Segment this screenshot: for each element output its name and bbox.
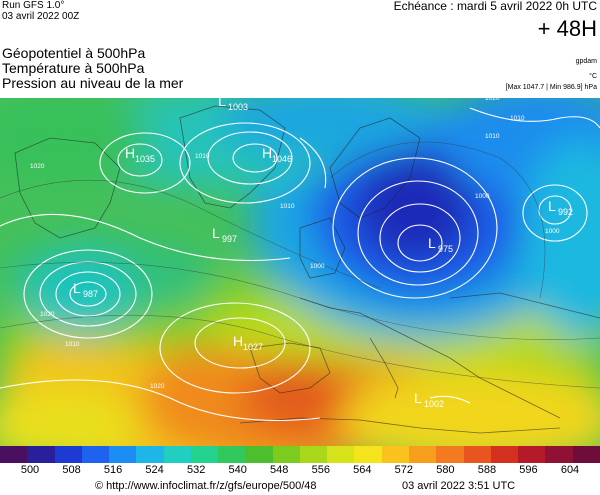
- pressure-center-letter: L: [212, 225, 220, 241]
- colorbar-swatch: [463, 446, 491, 463]
- weather-map: L 1003 H 1035 H 1046 L 997 L 987 H 1027 L 975 L 992 L 100…: [0, 98, 600, 446]
- isobar-label: 1020: [485, 98, 500, 102]
- colorbar-tick-label: 516: [103, 464, 123, 476]
- isobar-label: 1000: [310, 263, 325, 270]
- isobar-label: 1020: [150, 383, 165, 390]
- colorbar-swatch: [109, 446, 137, 463]
- isobar-label: 1020: [40, 311, 55, 318]
- colorbar-tick-label: 572: [394, 464, 414, 476]
- pressure-center-value: 975: [438, 244, 453, 254]
- colorbar: [0, 446, 600, 463]
- title-geopotential: Géopotentiel à 500hPa: [2, 45, 146, 61]
- colorbar-swatch: [81, 446, 110, 463]
- colorbar-swatch: [190, 446, 219, 463]
- run-date: 03 avril 2022 00Z: [2, 11, 80, 22]
- title-pressure: Pression au niveau de la mer: [2, 75, 184, 91]
- colorbar-tick-label: 548: [270, 464, 289, 476]
- run-label: Run GFS 1.0°: [2, 0, 65, 11]
- colorbar-swatch: [299, 446, 328, 463]
- colorbar-tick-label: 524: [145, 464, 164, 476]
- pressure-center-value: 992: [558, 207, 573, 217]
- colorbar-swatch: [245, 446, 273, 463]
- title-temperature: Température à 500hPa: [2, 60, 145, 76]
- colorbar-swatch: [163, 446, 191, 463]
- colorbar-ticks: 500 508 516 524 532 540 548 556 564 572 580 588 596 6…: [0, 463, 600, 477]
- pressure-center-letter: H: [233, 333, 243, 349]
- pressure-center-value: 997: [222, 234, 237, 244]
- colorbar-swatch: [545, 446, 573, 463]
- colorbar-tick-label: 564: [353, 464, 372, 476]
- colorbar-tick-label: 556: [311, 464, 330, 476]
- colorbar-swatch: [354, 446, 382, 463]
- colorbar-swatch: [408, 446, 437, 463]
- generated-time: 03 avril 2022 3:51 UTC: [402, 480, 516, 492]
- isobar-labels: 1020 1010 1010 1000 1000 1010 1020 1020 1010 1020…: [30, 98, 560, 390]
- colorbar-swatch: [518, 446, 546, 463]
- colorbar-swatch: [27, 446, 55, 463]
- isobar-label: 1010: [195, 153, 210, 160]
- forecast-label: Echéance : mardi 5 avril 2022 0h UTC: [393, 0, 597, 13]
- pressure-center-letter: L: [73, 280, 81, 296]
- colorbar-tick-label: 588: [477, 464, 497, 476]
- colorbar-swatch: [0, 446, 28, 463]
- isobar-label: 1020: [30, 163, 45, 170]
- isobar-label: 1010: [280, 203, 295, 210]
- pressure-center-letter: L: [414, 390, 422, 406]
- colorbar-tick-label: 604: [560, 464, 580, 476]
- unit-temperature: °C: [589, 73, 597, 80]
- colorbar-swatch: [572, 446, 600, 463]
- colorbar-swatch: [218, 446, 246, 463]
- isobar-label: 1010: [65, 341, 80, 348]
- colorbar-tick-label: 596: [519, 464, 538, 476]
- pressure-center-value: 987: [83, 289, 98, 299]
- pressure-center-letter: L: [548, 198, 556, 214]
- pressure-center-value: 1027: [243, 342, 263, 352]
- colorbar-swatch: [327, 446, 355, 463]
- isobar-label: 1010: [510, 115, 525, 122]
- isobar-label: 1010: [485, 133, 500, 140]
- colorbar-tick-label: 580: [436, 464, 455, 476]
- colorbar-tick-label: 508: [62, 464, 81, 476]
- pressure-center-letter: L: [218, 98, 226, 109]
- pressure-range: [Max 1047.7 | Min 986.9] hPa: [505, 84, 597, 91]
- pressure-center-letter: H: [125, 145, 135, 161]
- isobar-label: 1000: [545, 228, 560, 235]
- pressure-center-letter: H: [262, 145, 272, 161]
- colorbar-swatch: [436, 446, 464, 463]
- pressure-center-value: 1035: [135, 154, 155, 164]
- isobar-label: 1000: [475, 193, 490, 200]
- pressure-center-value: 1046: [272, 154, 292, 164]
- pressure-center-letter: L: [428, 235, 436, 251]
- colorbar-tick-label: 532: [186, 464, 206, 476]
- colorbar-tick-label: 540: [228, 464, 247, 476]
- contour-lines: [0, 141, 600, 389]
- colorbar-swatch: [54, 446, 82, 463]
- colorbar-swatch: [136, 446, 164, 463]
- colorbar-swatch: [490, 446, 519, 463]
- unit-geopotential: gpdam: [575, 58, 597, 65]
- colorbar-tick-label: 500: [20, 464, 40, 476]
- pressure-center-value: 1002: [424, 399, 444, 409]
- lead-time: + 48H: [537, 16, 597, 41]
- source-credit: © http://www.infoclimat.fr/z/gfs/europe/…: [95, 480, 317, 492]
- colorbar-swatch: [272, 446, 300, 463]
- pressure-center-value: 1003: [228, 102, 248, 112]
- colorbar-swatch: [381, 446, 409, 463]
- land-outlines: [14, 105, 600, 434]
- temperature-field: [0, 98, 600, 446]
